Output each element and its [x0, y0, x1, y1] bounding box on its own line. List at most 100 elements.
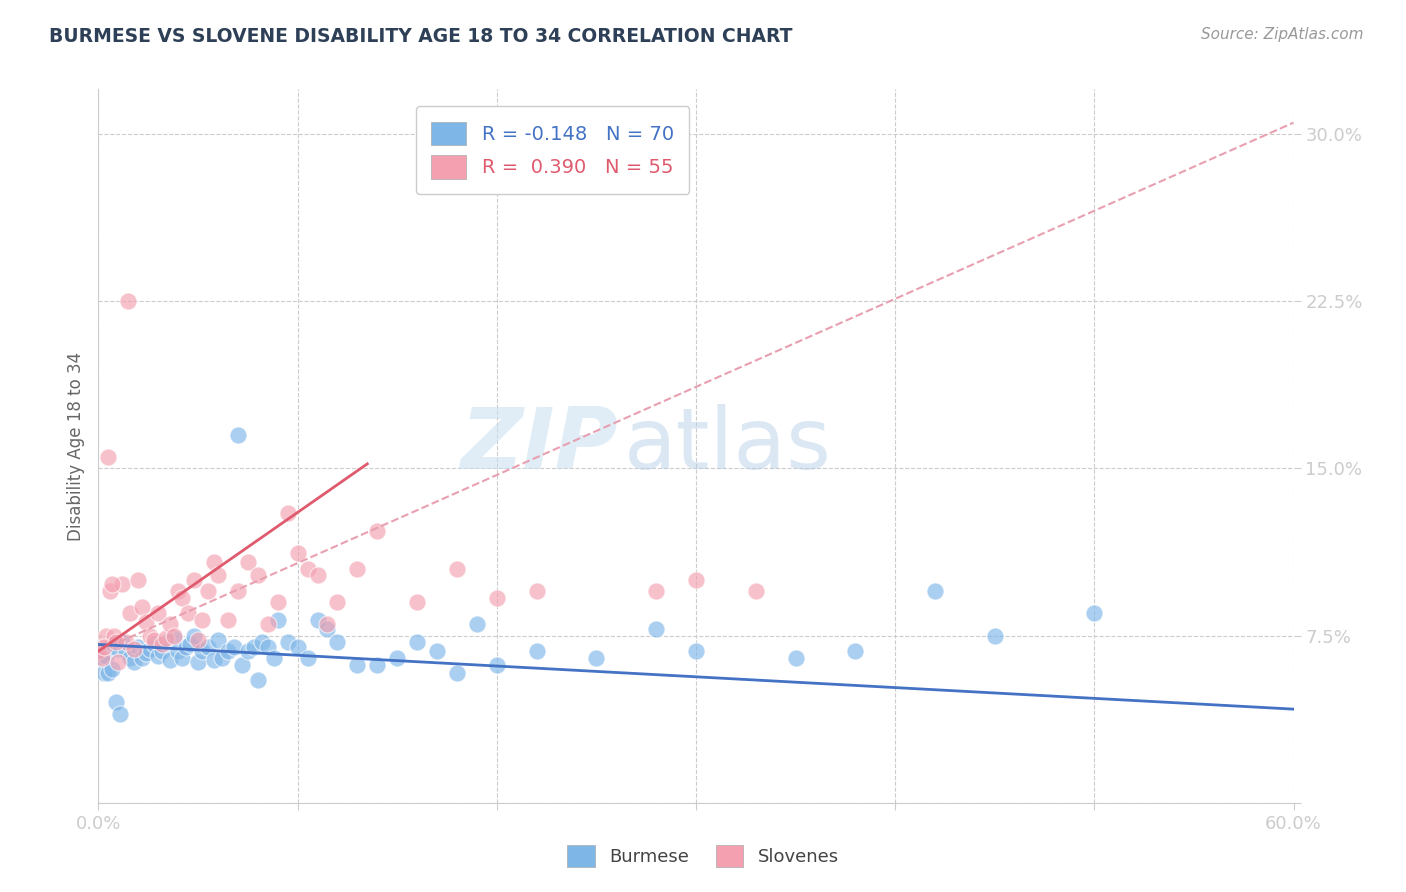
- Point: [297, 651, 319, 665]
- Point: [159, 653, 181, 667]
- Y-axis label: Disability Age 18 to 34: Disability Age 18 to 34: [66, 351, 84, 541]
- Point: [98, 583, 122, 598]
- Point: [120, 651, 142, 665]
- Point: [135, 646, 157, 660]
- Point: [426, 644, 449, 658]
- Point: [150, 644, 173, 658]
- Point: [105, 696, 128, 710]
- Point: [217, 613, 239, 627]
- Point: [485, 591, 508, 605]
- Point: [91, 651, 114, 665]
- Point: [287, 640, 309, 654]
- Point: [97, 666, 120, 681]
- Point: [226, 427, 249, 442]
- Point: [202, 555, 225, 569]
- Point: [87, 644, 110, 658]
- Point: [159, 617, 181, 632]
- Point: [297, 562, 319, 576]
- Point: [177, 607, 200, 621]
- Point: [135, 615, 157, 630]
- Text: atlas: atlas: [624, 404, 832, 488]
- Point: [924, 583, 946, 598]
- Text: BURMESE VS SLOVENE DISABILITY AGE 18 TO 34 CORRELATION CHART: BURMESE VS SLOVENE DISABILITY AGE 18 TO …: [49, 27, 793, 45]
- Point: [246, 568, 269, 582]
- Point: [179, 637, 201, 651]
- Point: [1083, 607, 1105, 621]
- Point: [745, 583, 768, 598]
- Point: [183, 573, 205, 587]
- Point: [87, 644, 110, 658]
- Point: [526, 644, 548, 658]
- Point: [107, 642, 129, 657]
- Point: [485, 657, 508, 672]
- Point: [103, 628, 125, 642]
- Point: [172, 651, 194, 665]
- Point: [96, 628, 118, 642]
- Point: [984, 628, 1007, 642]
- Point: [211, 651, 233, 665]
- Point: [785, 651, 807, 665]
- Point: [127, 573, 149, 587]
- Point: [236, 555, 259, 569]
- Point: [187, 655, 209, 669]
- Point: [124, 642, 146, 657]
- Point: [236, 644, 259, 658]
- Point: [174, 640, 197, 654]
- Point: [250, 635, 273, 649]
- Point: [117, 293, 139, 308]
- Legend: R = -0.148   N = 70, R =  0.390   N = 55: R = -0.148 N = 70, R = 0.390 N = 55: [416, 106, 689, 194]
- Point: [406, 635, 429, 649]
- Point: [148, 648, 170, 663]
- Point: [326, 595, 349, 609]
- Point: [346, 657, 368, 672]
- Point: [685, 573, 707, 587]
- Point: [120, 607, 142, 621]
- Point: [155, 635, 177, 649]
- Point: [110, 706, 132, 721]
- Point: [385, 651, 409, 665]
- Point: [96, 648, 118, 663]
- Point: [155, 631, 177, 645]
- Point: [98, 640, 122, 654]
- Point: [101, 577, 124, 591]
- Point: [346, 562, 368, 576]
- Point: [191, 613, 214, 627]
- Point: [645, 622, 668, 636]
- Point: [163, 628, 186, 642]
- Point: [844, 644, 866, 658]
- Point: [307, 568, 329, 582]
- Point: [163, 631, 186, 645]
- Point: [263, 651, 285, 665]
- Point: [131, 599, 153, 614]
- Point: [217, 644, 239, 658]
- Point: [267, 595, 290, 609]
- Point: [446, 666, 468, 681]
- Point: [277, 506, 299, 520]
- Point: [316, 622, 339, 636]
- Point: [93, 666, 115, 681]
- Point: [111, 577, 134, 591]
- Point: [207, 568, 229, 582]
- Text: Source: ZipAtlas.com: Source: ZipAtlas.com: [1201, 27, 1364, 42]
- Point: [167, 583, 190, 598]
- Point: [406, 595, 429, 609]
- Point: [446, 562, 468, 576]
- Point: [685, 644, 707, 658]
- Point: [645, 583, 668, 598]
- Point: [167, 644, 190, 658]
- Point: [226, 583, 249, 598]
- Point: [307, 613, 329, 627]
- Point: [127, 640, 149, 654]
- Point: [93, 640, 115, 654]
- Point: [150, 637, 173, 651]
- Point: [143, 637, 166, 651]
- Point: [131, 651, 153, 665]
- Point: [316, 617, 339, 632]
- Point: [231, 657, 253, 672]
- Point: [256, 640, 278, 654]
- Point: [143, 633, 166, 648]
- Point: [277, 635, 299, 649]
- Point: [366, 524, 388, 538]
- Point: [191, 644, 214, 658]
- Point: [187, 633, 209, 648]
